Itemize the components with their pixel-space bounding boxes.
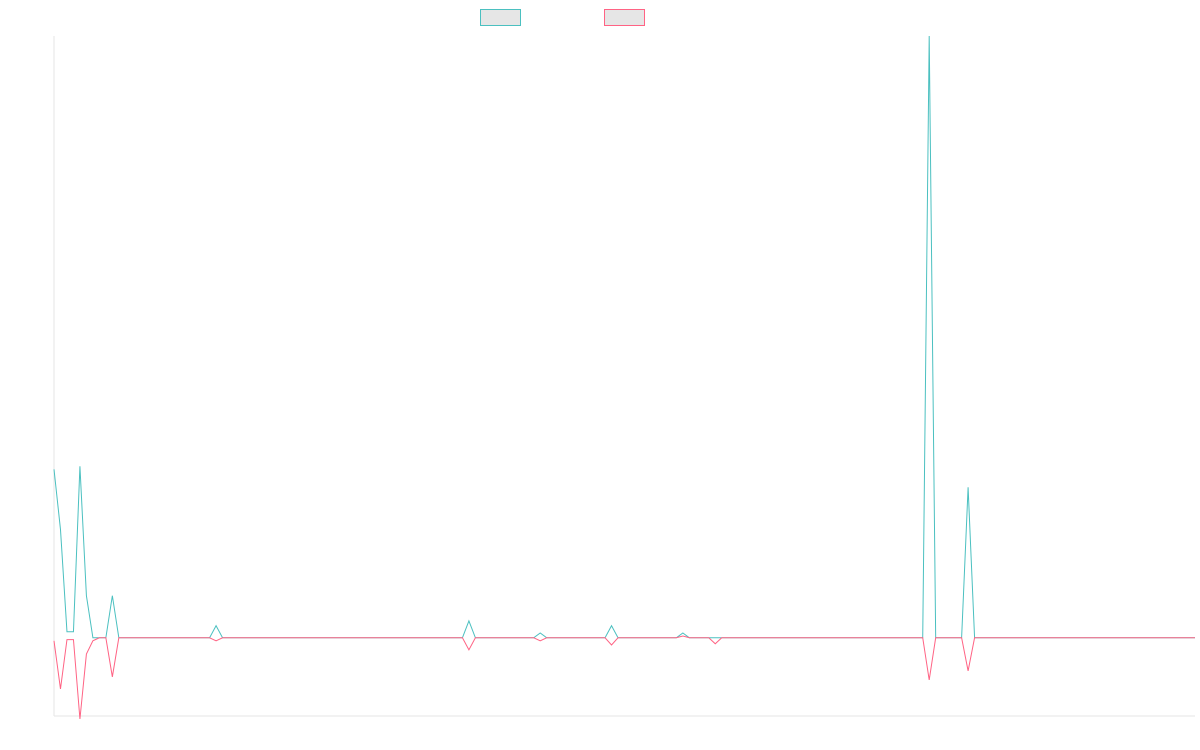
legend (480, 9, 645, 26)
series-2-line (53, 635, 1195, 720)
series-1-line (53, 35, 1195, 639)
series-layer (53, 35, 1196, 720)
legend-swatch-series-1[interactable] (480, 9, 521, 26)
series-1-points (53, 35, 1196, 638)
legend-swatch-series-2[interactable] (604, 9, 645, 26)
series-2-points (53, 635, 1196, 720)
